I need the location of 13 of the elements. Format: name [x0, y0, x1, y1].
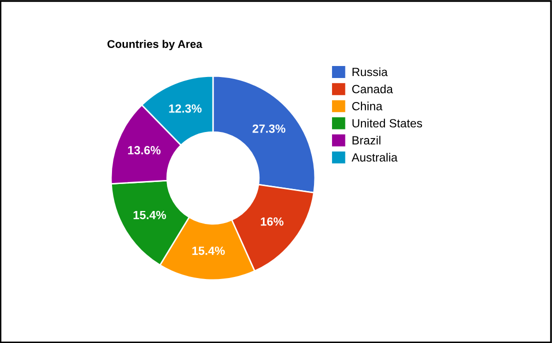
data-label: 27.3%	[252, 124, 286, 133]
legend-label: Canada	[352, 84, 393, 94]
data-label: 16%	[260, 217, 284, 226]
data-label: 12.3%	[169, 104, 202, 113]
legend-label: Australia	[352, 152, 398, 162]
legend-label: Brazil	[352, 136, 380, 145]
legend-label: Russia	[352, 67, 388, 76]
data-label: 15.4%	[192, 246, 225, 255]
legend-label: China	[352, 102, 382, 110]
data-label: 15.4%	[134, 210, 166, 220]
legend-label: United States	[352, 118, 422, 128]
chart-title: Countries by Area	[107, 40, 202, 50]
data-label: 13.6%	[128, 146, 161, 154]
